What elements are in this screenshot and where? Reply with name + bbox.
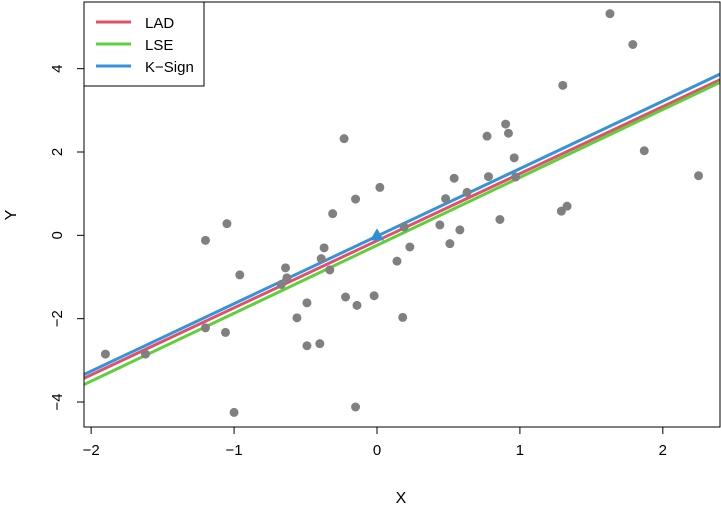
y-tick-label-3: 2 xyxy=(49,148,66,156)
y-axis: −4 −2 0 2 4 xyxy=(49,64,85,411)
data-point-36 xyxy=(482,131,492,141)
data-points xyxy=(100,9,704,417)
triangle-marker xyxy=(369,228,384,241)
data-point-12 xyxy=(302,298,312,308)
data-point-48 xyxy=(639,146,649,156)
data-point-4 xyxy=(222,219,232,229)
data-point-8 xyxy=(276,280,286,289)
data-point-9 xyxy=(281,263,291,273)
y-axis-label: Y xyxy=(3,209,20,220)
data-point-42 xyxy=(511,172,521,182)
y-tick-label-0: −4 xyxy=(49,393,66,410)
x-axis-label: X xyxy=(396,490,407,507)
data-point-2 xyxy=(200,235,210,245)
data-point-1 xyxy=(140,349,150,359)
y-tick-label-2: 0 xyxy=(49,231,66,239)
data-point-24 xyxy=(369,291,379,301)
data-point-14 xyxy=(315,339,325,349)
x-tick-label-0: −2 xyxy=(83,442,100,459)
data-point-27 xyxy=(399,222,409,232)
data-point-3 xyxy=(200,323,210,333)
data-point-6 xyxy=(229,407,239,417)
data-point-23 xyxy=(351,402,361,412)
data-point-11 xyxy=(292,313,302,323)
legend-label-2: K−Sign xyxy=(145,59,194,76)
data-point-45 xyxy=(562,201,572,211)
data-point-34 xyxy=(455,225,465,235)
data-point-7 xyxy=(235,270,245,280)
y-tick-label-4: 4 xyxy=(49,64,66,72)
data-point-49 xyxy=(694,171,704,181)
data-point-10 xyxy=(282,273,292,283)
data-point-37 xyxy=(483,172,493,182)
data-point-46 xyxy=(605,9,615,19)
data-point-28 xyxy=(398,312,408,322)
data-point-18 xyxy=(328,209,338,219)
data-point-13 xyxy=(302,341,312,351)
data-point-17 xyxy=(325,265,335,275)
data-point-16 xyxy=(319,243,329,253)
data-point-38 xyxy=(495,215,505,224)
data-point-30 xyxy=(435,220,445,230)
data-point-33 xyxy=(449,173,459,183)
data-point-39 xyxy=(501,119,511,129)
data-point-44 xyxy=(558,80,568,90)
data-point-47 xyxy=(628,40,638,49)
data-point-35 xyxy=(462,187,472,197)
x-tick-label-2: 0 xyxy=(373,442,381,459)
data-point-26 xyxy=(392,256,402,266)
data-point-40 xyxy=(503,128,513,138)
x-tick-label-3: 1 xyxy=(516,442,524,459)
data-point-21 xyxy=(351,194,361,204)
data-point-31 xyxy=(441,194,451,204)
data-point-29 xyxy=(405,242,415,252)
data-point-5 xyxy=(220,327,230,337)
legend-label-1: LSE xyxy=(145,37,173,54)
x-axis: −2 −1 0 1 2 xyxy=(83,426,667,459)
center-marker xyxy=(369,228,384,241)
data-point-0 xyxy=(100,349,110,359)
data-point-22 xyxy=(352,300,362,310)
legend-label-0: LAD xyxy=(145,15,174,32)
data-point-32 xyxy=(445,239,455,249)
data-point-15 xyxy=(316,254,326,264)
x-tick-label-1: −1 xyxy=(226,442,243,459)
data-point-25 xyxy=(375,182,385,192)
data-point-19 xyxy=(339,134,349,144)
data-point-41 xyxy=(509,153,519,163)
x-tick-label-4: 2 xyxy=(659,442,667,459)
series-line-1 xyxy=(83,80,721,386)
legend: LAD LSE K−Sign xyxy=(83,1,205,87)
y-tick-label-1: −2 xyxy=(49,310,66,327)
data-point-20 xyxy=(341,292,351,302)
